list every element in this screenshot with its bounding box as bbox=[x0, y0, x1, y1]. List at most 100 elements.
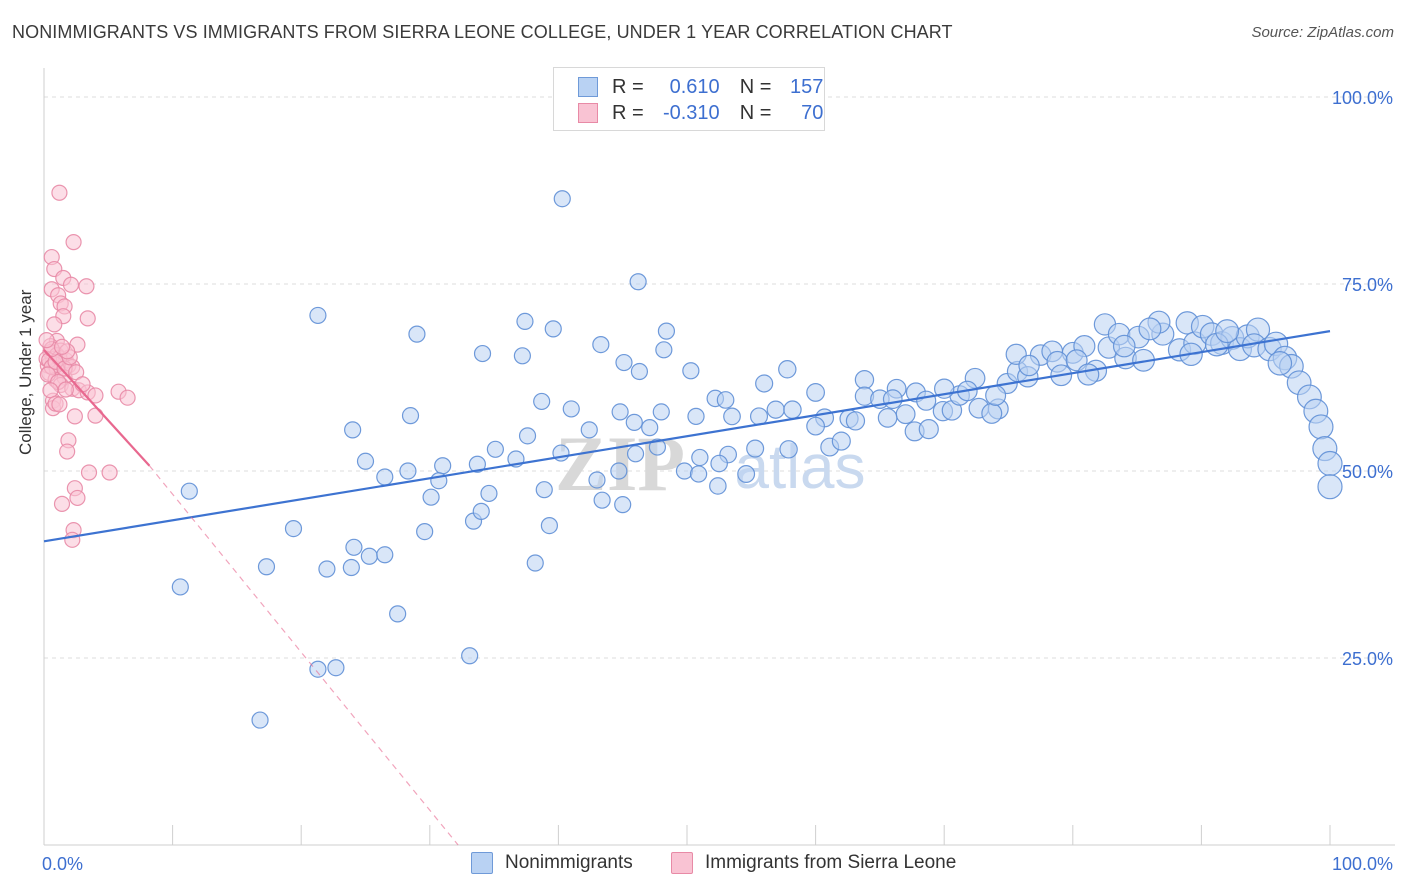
chart-title: NONIMMIGRANTS VS IMMIGRANTS FROM SIERRA … bbox=[12, 22, 953, 42]
point-nonimmigrant bbox=[416, 522, 434, 541]
point-nonimmigrant bbox=[284, 519, 303, 538]
point-nonimmigrant bbox=[689, 465, 708, 483]
point-nonimmigrant bbox=[831, 431, 851, 451]
legend-label: Nonimmigrants bbox=[505, 852, 633, 873]
legend-r-value: -0.310 bbox=[662, 101, 720, 124]
legend-r-value: 0.610 bbox=[669, 75, 720, 98]
point-sierra-leone bbox=[51, 396, 68, 413]
point-nonimmigrant bbox=[535, 481, 553, 499]
point-nonimmigrant bbox=[682, 362, 700, 380]
point-nonimmigrant bbox=[709, 477, 727, 495]
point-nonimmigrant bbox=[344, 421, 362, 439]
y-axis-label: College, Under 1 year bbox=[16, 289, 35, 455]
point-nonimmigrant bbox=[580, 421, 598, 439]
point-nonimmigrant bbox=[486, 440, 504, 458]
legend-swatch-pink bbox=[671, 852, 693, 874]
correlation-legend: R = 0.610 N = 157 R = -0.310 N = 70 bbox=[553, 67, 825, 131]
point-nonimmigrant bbox=[625, 413, 643, 431]
point-sierra-leone bbox=[74, 376, 91, 393]
point-nonimmigrant bbox=[408, 325, 426, 343]
point-nonimmigrant bbox=[422, 488, 440, 506]
point-nonimmigrant bbox=[1077, 363, 1100, 386]
point-nonimmigrant bbox=[614, 496, 632, 514]
point-nonimmigrant bbox=[766, 400, 785, 419]
point-nonimmigrant bbox=[615, 353, 633, 372]
point-nonimmigrant bbox=[251, 711, 269, 729]
point-nonimmigrant bbox=[648, 438, 667, 456]
point-nonimmigrant bbox=[687, 407, 705, 426]
point-nonimmigrant bbox=[1215, 319, 1240, 344]
point-nonimmigrant bbox=[533, 392, 551, 411]
point-nonimmigrant bbox=[629, 273, 647, 291]
point-nonimmigrant bbox=[257, 558, 276, 576]
point-sierra-leone bbox=[53, 495, 71, 513]
point-sierra-leone bbox=[69, 489, 86, 507]
point-nonimmigrant bbox=[746, 439, 765, 458]
point-sierra-leone bbox=[38, 332, 55, 349]
legend-item-sierra-leone[interactable]: Immigrants from Sierra Leone bbox=[671, 852, 956, 874]
point-nonimmigrant bbox=[779, 440, 798, 459]
point-nonimmigrant bbox=[806, 416, 825, 436]
point-sierra-leone bbox=[46, 316, 63, 333]
point-sierra-leone bbox=[53, 338, 71, 355]
point-nonimmigrant bbox=[723, 407, 741, 426]
y-tick-label: 100.0% bbox=[1332, 88, 1393, 108]
point-nonimmigrant bbox=[918, 419, 939, 440]
point-nonimmigrant bbox=[1112, 334, 1136, 358]
axes bbox=[43, 68, 1395, 846]
legend-item-nonimmigrants[interactable]: Nonimmigrants bbox=[471, 852, 633, 874]
point-sierra-leone bbox=[42, 382, 59, 399]
grid-lines bbox=[44, 96, 1395, 659]
series-legend: Nonimmigrants Immigrants from Sierra Leo… bbox=[0, 852, 1406, 876]
point-nonimmigrant bbox=[652, 403, 670, 421]
point-nonimmigrant bbox=[473, 344, 492, 363]
point-nonimmigrant bbox=[376, 468, 394, 486]
x-tick-label: 100.0% bbox=[1332, 854, 1393, 874]
point-nonimmigrant bbox=[806, 383, 825, 402]
point-nonimmigrant bbox=[472, 502, 490, 520]
point-nonimmigrant bbox=[985, 384, 1007, 406]
series-nonimmigrants bbox=[171, 190, 1343, 729]
point-nonimmigrant bbox=[318, 560, 336, 578]
source-label: Source: ZipAtlas.com bbox=[1251, 24, 1394, 41]
point-nonimmigrant bbox=[518, 427, 537, 445]
legend-n-label: N = bbox=[739, 75, 772, 98]
point-nonimmigrant bbox=[749, 407, 769, 426]
point-sierra-leone bbox=[79, 310, 96, 327]
legend-row-sierra-leone: R = -0.310 N = 70 bbox=[578, 101, 823, 125]
trend-line-sierra-leone bbox=[43, 349, 151, 467]
point-sierra-leone bbox=[101, 464, 118, 481]
point-nonimmigrant bbox=[611, 403, 629, 421]
point-nonimmigrant bbox=[376, 546, 394, 564]
point-nonimmigrant bbox=[588, 471, 606, 489]
point-nonimmigrant bbox=[401, 407, 420, 425]
point-nonimmigrant bbox=[657, 322, 676, 340]
point-nonimmigrant bbox=[716, 391, 735, 409]
point-nonimmigrant bbox=[180, 482, 198, 500]
point-nonimmigrant bbox=[778, 360, 797, 379]
point-nonimmigrant bbox=[737, 465, 756, 483]
point-nonimmigrant bbox=[593, 491, 611, 509]
point-nonimmigrant bbox=[1138, 317, 1162, 341]
point-nonimmigrant bbox=[513, 347, 531, 365]
point-nonimmigrant bbox=[675, 462, 694, 480]
point-nonimmigrant bbox=[710, 454, 728, 473]
point-nonimmigrant bbox=[1308, 414, 1334, 440]
y-tick-label: 25.0% bbox=[1342, 649, 1393, 669]
point-sierra-leone bbox=[87, 407, 104, 424]
point-nonimmigrant bbox=[342, 558, 360, 577]
point-nonimmigrant bbox=[540, 517, 558, 535]
legend-n-value: 157 bbox=[790, 75, 824, 98]
point-nonimmigrant bbox=[461, 647, 479, 665]
point-nonimmigrant bbox=[356, 452, 375, 470]
point-sierra-leone bbox=[65, 234, 82, 251]
point-nonimmigrant bbox=[655, 341, 673, 359]
point-nonimmigrant bbox=[626, 445, 645, 463]
legend-label: Immigrants from Sierra Leone bbox=[705, 852, 957, 873]
point-nonimmigrant bbox=[877, 408, 898, 428]
point-nonimmigrant bbox=[345, 538, 363, 556]
point-nonimmigrant bbox=[553, 190, 571, 208]
point-nonimmigrant bbox=[854, 370, 875, 390]
x-tick-label: 0.0% bbox=[42, 854, 83, 874]
